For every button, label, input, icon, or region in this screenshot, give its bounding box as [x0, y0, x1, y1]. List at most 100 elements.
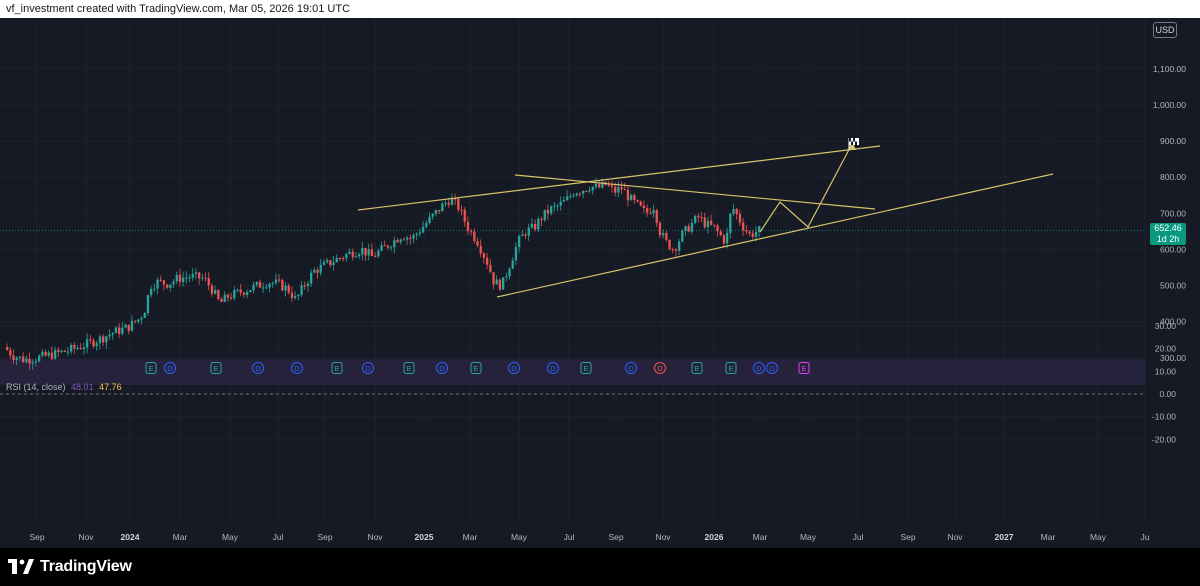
candle	[476, 237, 479, 248]
candle	[630, 193, 633, 201]
svg-text:D: D	[365, 364, 371, 373]
candle	[681, 229, 684, 243]
candle	[92, 338, 95, 349]
candle	[124, 323, 127, 328]
rsi-scale-label: 10.00	[1155, 366, 1177, 376]
candle	[66, 347, 70, 357]
candle	[38, 354, 41, 363]
candle	[22, 352, 25, 364]
rsi-band	[0, 359, 1145, 385]
candle	[735, 207, 738, 220]
rsi-legend-title: RSI (14, close)	[6, 382, 66, 392]
candle	[252, 281, 255, 294]
candle	[754, 225, 758, 242]
time-axis-label: May	[222, 532, 239, 542]
candle	[82, 342, 86, 355]
price-scale-label: 400.00	[1160, 317, 1186, 327]
candle	[620, 181, 623, 194]
candle	[492, 272, 495, 290]
candle	[313, 267, 316, 274]
candle	[463, 207, 466, 227]
projection-path	[759, 143, 853, 233]
candle	[674, 247, 678, 258]
candle	[466, 216, 470, 235]
candle	[505, 272, 508, 282]
candle	[242, 291, 246, 299]
candle	[406, 235, 409, 245]
time-axis-label: May	[511, 532, 528, 542]
currency-badge[interactable]: USD	[1153, 22, 1177, 38]
candle	[521, 230, 524, 237]
time-axis-label: Sep	[317, 532, 332, 542]
candle	[185, 271, 188, 284]
rsi-value-2: 47.76	[99, 382, 122, 392]
candle	[162, 279, 166, 291]
candle	[255, 281, 258, 288]
candle	[9, 347, 12, 359]
candle	[710, 214, 713, 226]
candle	[182, 271, 185, 287]
dividend-event-icon: D	[766, 362, 778, 374]
candle	[700, 212, 703, 223]
candle	[60, 349, 63, 354]
candle	[543, 209, 546, 223]
earnings-event-icon: E	[403, 362, 415, 374]
time-axis-label: Nov	[78, 532, 94, 542]
candle	[431, 213, 434, 220]
candle	[380, 241, 383, 252]
dividend-event-icon: D	[252, 362, 264, 374]
candle	[70, 342, 73, 355]
time-axis-label: Mar	[463, 532, 478, 542]
candle	[326, 257, 329, 264]
candle	[665, 230, 668, 242]
candle	[626, 185, 630, 207]
candle	[690, 218, 694, 235]
candle	[758, 225, 761, 238]
candle	[28, 352, 31, 370]
candle	[249, 289, 252, 293]
earnings-event-icon: E	[331, 362, 343, 374]
candle	[118, 322, 121, 339]
candle	[76, 345, 79, 351]
candle	[361, 241, 364, 261]
candle	[367, 243, 370, 261]
candle	[233, 286, 236, 301]
candle	[335, 254, 338, 263]
candle	[687, 223, 690, 233]
rsi-scale-label: -20.00	[1152, 434, 1176, 444]
svg-text:E: E	[334, 364, 339, 373]
candle	[153, 283, 156, 292]
candle	[351, 248, 354, 261]
time-axis-label: Nov	[947, 532, 963, 542]
time-axis-label: 2024	[121, 532, 140, 542]
price-scale-label: 700.00	[1160, 208, 1186, 218]
candle	[745, 225, 748, 235]
candle	[412, 232, 415, 244]
candle	[310, 269, 313, 288]
candle	[402, 237, 406, 241]
time-axis-label: Nov	[367, 532, 383, 542]
candle	[678, 238, 681, 256]
candle	[294, 291, 297, 300]
candle	[300, 281, 303, 298]
rsi-legend[interactable]: RSI (14, close) 48.01 47.76	[6, 380, 122, 394]
candle	[454, 193, 457, 205]
candle	[345, 252, 348, 262]
time-axis-label: May	[800, 532, 817, 542]
candle	[201, 273, 204, 281]
candle	[278, 274, 281, 283]
candle	[482, 251, 486, 264]
dividend-event-icon: D	[508, 362, 520, 374]
last-price-tag: 652.46 1d 2h	[1150, 223, 1186, 245]
candle	[486, 253, 489, 269]
candle	[383, 240, 386, 247]
svg-text:D: D	[439, 364, 445, 373]
tradingview-logo[interactable]: TradingView	[8, 558, 132, 576]
target-flag-icon	[848, 138, 859, 150]
candle	[246, 289, 249, 299]
candle	[527, 223, 530, 241]
candle	[553, 202, 556, 212]
candle	[89, 335, 92, 344]
